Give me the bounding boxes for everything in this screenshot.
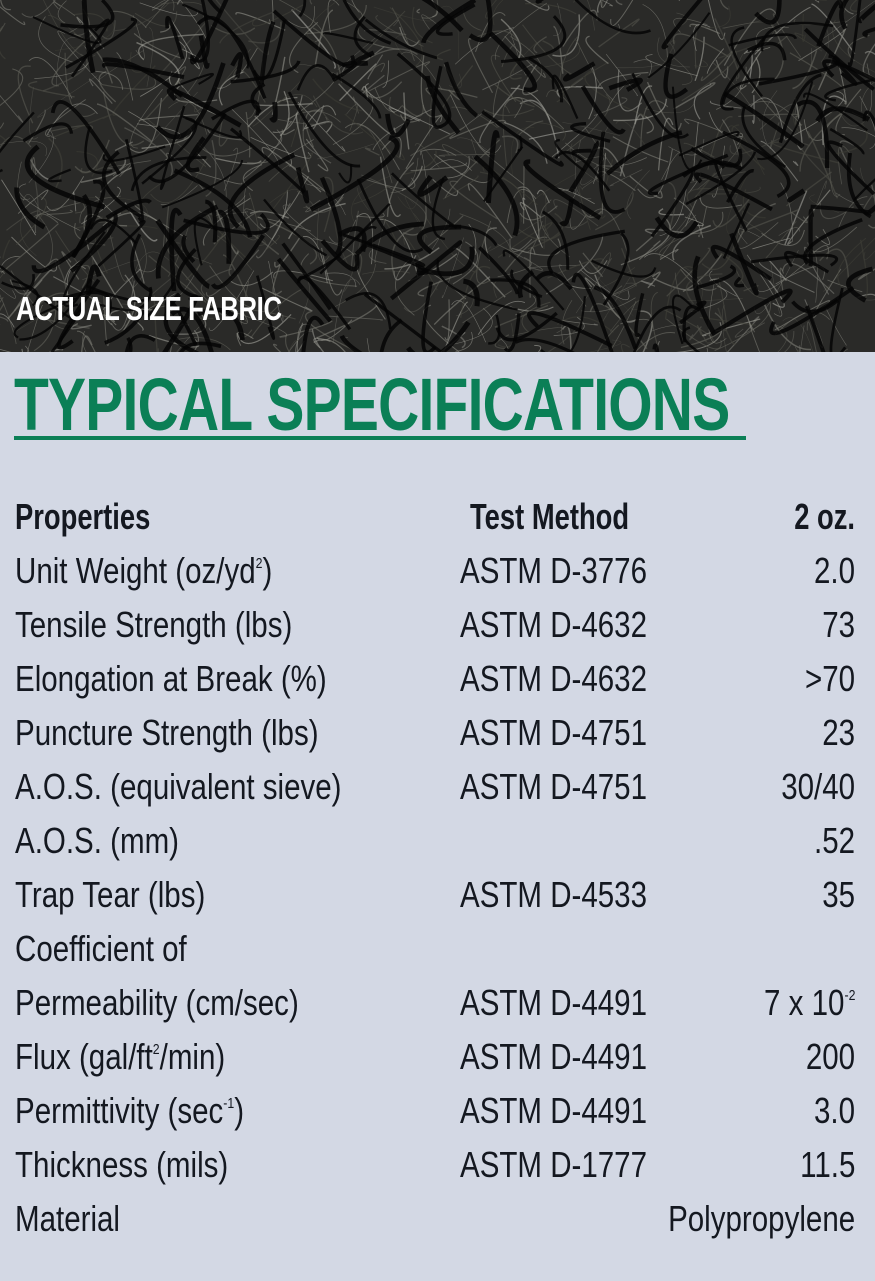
table-row: Trap Tear (lbs) ASTM D-4533 35 bbox=[0, 868, 875, 922]
page-title: TYPICAL SPECIFICATIONS bbox=[14, 363, 730, 446]
header-2oz: 2 oz. bbox=[794, 496, 855, 537]
property-text: Coefficient of bbox=[15, 928, 187, 969]
table-row: A.O.S. (mm) .52 bbox=[0, 814, 875, 868]
table-row: Flux (gal/ft2/min) ASTM D-4491 200 bbox=[0, 1030, 875, 1084]
property-text: Puncture Strength (lbs) bbox=[15, 712, 319, 753]
value-text: 200 bbox=[805, 1036, 855, 1077]
value: 73 bbox=[822, 598, 855, 652]
property-text: A.O.S. (mm) bbox=[15, 820, 179, 861]
value-text: 23 bbox=[822, 712, 855, 753]
property-label: Thickness (mils) bbox=[15, 1138, 228, 1192]
value-text: 3.0 bbox=[813, 1090, 855, 1131]
test-method: ASTM D-4491 bbox=[460, 1036, 648, 1077]
value-text: 30/40 bbox=[781, 766, 855, 807]
property-text-suffix: /min) bbox=[159, 1036, 226, 1077]
property-text: Tensile Strength (lbs) bbox=[15, 604, 293, 645]
table-row: Puncture Strength (lbs) ASTM D-4751 23 bbox=[0, 706, 875, 760]
value-text: 73 bbox=[822, 604, 855, 645]
table-row: A.O.S. (equivalent sieve) ASTM D-4751 30/4… bbox=[0, 760, 875, 814]
property-label: Unit Weight (oz/yd2) bbox=[15, 544, 272, 598]
test-method: ASTM D-4632 bbox=[460, 658, 648, 699]
property-label: Puncture Strength (lbs) bbox=[15, 706, 319, 760]
fabric-texture bbox=[0, 0, 875, 352]
superscript: -2 bbox=[844, 987, 855, 1004]
value: .52 bbox=[814, 814, 855, 868]
table-row: Coefficient of bbox=[0, 922, 875, 976]
value: 11.5 bbox=[800, 1138, 855, 1192]
value: 3.0 bbox=[814, 1084, 855, 1138]
property-text: Trap Tear (lbs) bbox=[15, 874, 206, 915]
property-text: Elongation at Break (%) bbox=[15, 658, 327, 699]
test-method: ASTM D-4491 bbox=[460, 982, 648, 1023]
title-underline bbox=[14, 436, 746, 440]
property-text: A.O.S. (equivalent sieve) bbox=[15, 766, 342, 807]
superscript: -1 bbox=[223, 1095, 235, 1112]
property-text: Thickness (mils) bbox=[15, 1144, 229, 1185]
value: 200 bbox=[806, 1030, 855, 1084]
test-method: ASTM D-4751 bbox=[460, 766, 648, 807]
table-row: Thickness (mils) ASTM D-1777 11.5 bbox=[0, 1138, 875, 1192]
photo-caption: ACTUAL SIZE FABRIC bbox=[16, 290, 282, 327]
value-text: 11.5 bbox=[799, 1144, 855, 1185]
property-label: Material bbox=[15, 1192, 120, 1246]
table-header: Properties Test Method 2 oz. bbox=[0, 490, 875, 544]
table-row: Material Polypropylene bbox=[0, 1192, 875, 1246]
table-row: Permittivity (sec-1) ASTM D-4491 3.0 bbox=[0, 1084, 875, 1138]
value-text: Polypropylene bbox=[667, 1198, 855, 1239]
property-label: Coefficient of bbox=[15, 922, 187, 976]
header-properties: Properties bbox=[15, 496, 151, 537]
value-text: 2.0 bbox=[813, 550, 855, 591]
value: 2.0 bbox=[814, 544, 855, 598]
table-row: Unit Weight (oz/yd2) ASTM D-3776 2.0 bbox=[0, 544, 875, 598]
superscript: 2 bbox=[255, 555, 263, 572]
property-text-suffix: ) bbox=[234, 1090, 245, 1131]
value: 30/40 bbox=[781, 760, 855, 814]
value-text: 7 x 10 bbox=[763, 982, 845, 1023]
property-label: Trap Tear (lbs) bbox=[15, 868, 205, 922]
test-method: ASTM D-4632 bbox=[460, 604, 648, 645]
value-text: >70 bbox=[804, 658, 855, 699]
table-row: Permeability (cm/sec) ASTM D-4491 7 x 10-2 bbox=[0, 976, 875, 1030]
test-method: ASTM D-4533 bbox=[460, 874, 648, 915]
value-text: .52 bbox=[813, 820, 855, 861]
property-text: Flux (gal/ft bbox=[15, 1036, 153, 1077]
test-method: ASTM D-4491 bbox=[460, 1090, 648, 1131]
value-text: 35 bbox=[822, 874, 855, 915]
header-test-method: Test Method bbox=[470, 496, 630, 537]
value: Polypropylene bbox=[668, 1192, 855, 1246]
property-label: Permittivity (sec-1) bbox=[15, 1084, 244, 1138]
test-method: ASTM D-4751 bbox=[460, 712, 648, 753]
test-method: ASTM D-1777 bbox=[460, 1144, 648, 1185]
value: 35 bbox=[822, 868, 855, 922]
property-label: Elongation at Break (%) bbox=[15, 652, 327, 706]
property-text: Permeability (cm/sec) bbox=[15, 982, 299, 1023]
property-label: Tensile Strength (lbs) bbox=[15, 598, 292, 652]
value: >70 bbox=[805, 652, 855, 706]
value: 7 x 10-2 bbox=[764, 976, 855, 1030]
property-label: A.O.S. (equivalent sieve) bbox=[15, 760, 342, 814]
test-method: ASTM D-3776 bbox=[460, 550, 648, 591]
property-text: Unit Weight (oz/yd bbox=[15, 550, 256, 591]
value: 23 bbox=[822, 706, 855, 760]
table-row: Elongation at Break (%) ASTM D-4632 >70 bbox=[0, 652, 875, 706]
property-text: Permittivity (sec bbox=[15, 1090, 224, 1131]
property-text-suffix: ) bbox=[262, 550, 273, 591]
property-label: Flux (gal/ft2/min) bbox=[15, 1030, 225, 1084]
property-text: Material bbox=[15, 1198, 120, 1239]
property-label: Permeability (cm/sec) bbox=[15, 976, 299, 1030]
superscript: 2 bbox=[152, 1041, 160, 1058]
fabric-photo: ACTUAL SIZE FABRIC bbox=[0, 0, 875, 352]
table-row: Tensile Strength (lbs) ASTM D-4632 73 bbox=[0, 598, 875, 652]
property-label: A.O.S. (mm) bbox=[15, 814, 179, 868]
